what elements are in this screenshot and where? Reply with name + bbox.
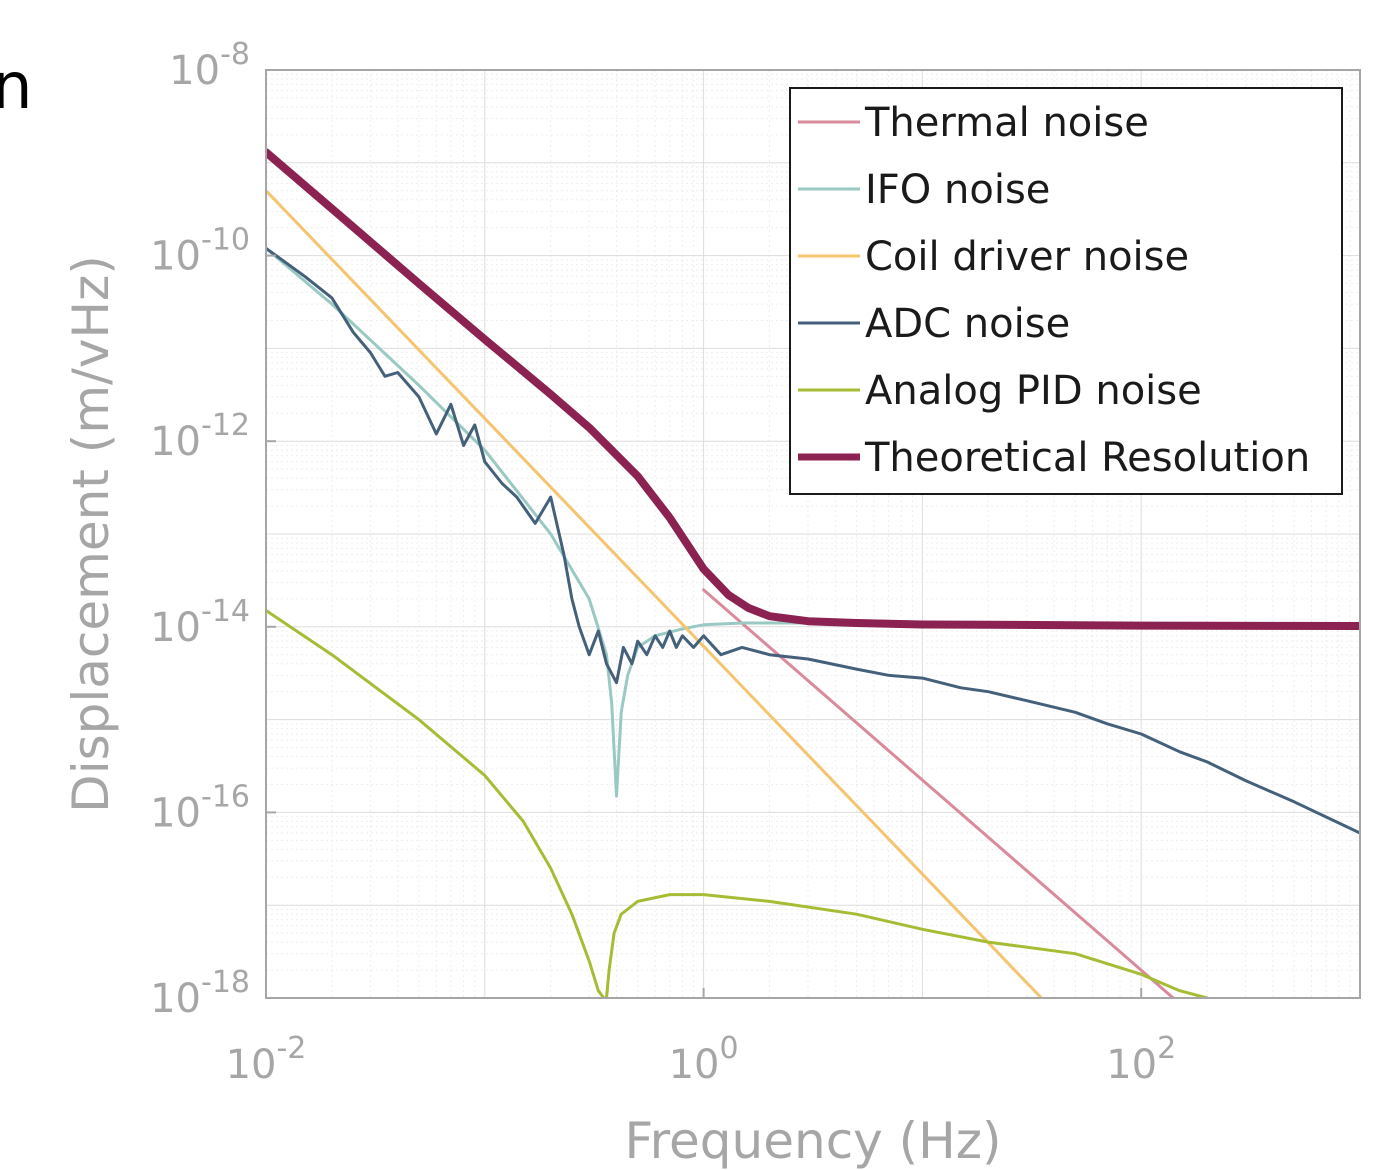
y-tick-label: 10-10	[150, 223, 250, 280]
legend-label-adc-noise: ADC noise	[865, 301, 1070, 347]
x-tick-label: 10-2	[226, 1031, 307, 1088]
series-line-thermal-noise	[702, 588, 1175, 998]
series-line-coil-driver-noise	[266, 189, 1043, 998]
legend: Thermal noise IFO noise Coil driver noise A…	[789, 87, 1343, 495]
tick-labels: 10-2 100 102 10-18 10-16 10-14 10-12 10-10 10-8	[150, 37, 1176, 1088]
y-tick-label: 10-14	[150, 594, 250, 651]
series-line-ifo-noise	[266, 246, 924, 798]
legend-label-ifo-noise: IFO noise	[865, 167, 1050, 213]
plot-frame	[265, 69, 1361, 999]
legend-label-theoretical-resolution: Theoretical Resolution	[864, 435, 1310, 481]
x-tick-label: 102	[1106, 1031, 1176, 1088]
legend-box	[789, 87, 1343, 495]
series-line-theoretical-resolution	[266, 148, 1360, 630]
y-tick-label: 10-12	[150, 408, 250, 465]
series-line-analog-pid-noise	[266, 609, 1209, 998]
x-axis-title: Frequency (Hz)	[624, 1112, 1001, 1170]
legend-label-thermal-noise: Thermal noise	[864, 100, 1149, 146]
x-tick-label: 100	[669, 1031, 739, 1088]
y-tick-label: 10-8	[169, 37, 250, 94]
series-line-adc-noise	[266, 246, 1360, 835]
y-axis-title: Displacement (m/vHz)	[62, 255, 120, 813]
y-tick-label: 10-16	[150, 779, 250, 836]
y-tick-label: 10-18	[150, 965, 250, 1022]
legend-label-analog-pid-noise: Analog PID noise	[865, 368, 1202, 414]
cropped-text-fragment: n	[0, 50, 33, 124]
legend-label-coil-driver-noise: Coil driver noise	[865, 234, 1189, 280]
series-group	[266, 148, 1360, 998]
